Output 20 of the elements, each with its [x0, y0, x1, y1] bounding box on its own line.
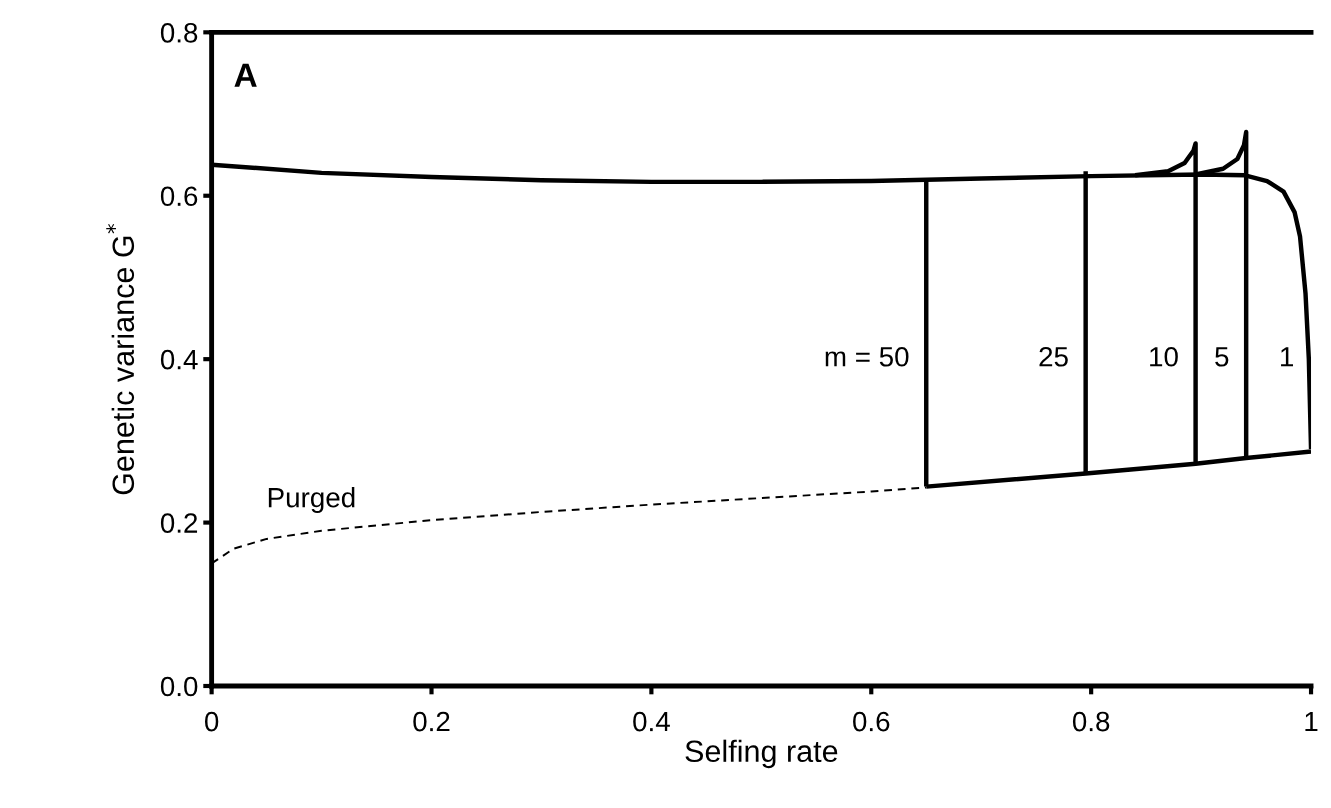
series-label: 25 — [1039, 346, 1068, 367]
x-tick-label: 0.8 — [1072, 711, 1110, 732]
series-label: 1 — [1281, 347, 1294, 367]
series-label: 10 — [1150, 346, 1178, 367]
y-tick-label: 0.2 — [160, 513, 198, 533]
series-label: m = 50 — [825, 346, 909, 367]
y-tick-label: 0.4 — [160, 349, 198, 370]
x-tick-label: 0.6 — [853, 711, 890, 732]
y-tick-label: 0.6 — [160, 186, 198, 207]
x-tick-label: 1 — [1305, 712, 1318, 732]
y-axis-title: Genetic variance G$^{*}$ — [106, 224, 135, 495]
x-tick-label: 0 — [204, 711, 219, 732]
x-axis-title: Selfing rate — [685, 739, 838, 769]
y-tick-label: 0.0 — [160, 676, 198, 697]
x-tick-label: 0.2 — [413, 711, 450, 732]
series-label: 5 — [1215, 347, 1229, 367]
annotation: A — [234, 63, 257, 87]
x-tick-label: 0.4 — [633, 711, 670, 732]
y-tick-label: 0.8 — [160, 22, 198, 43]
series-label: Purged — [268, 487, 355, 513]
